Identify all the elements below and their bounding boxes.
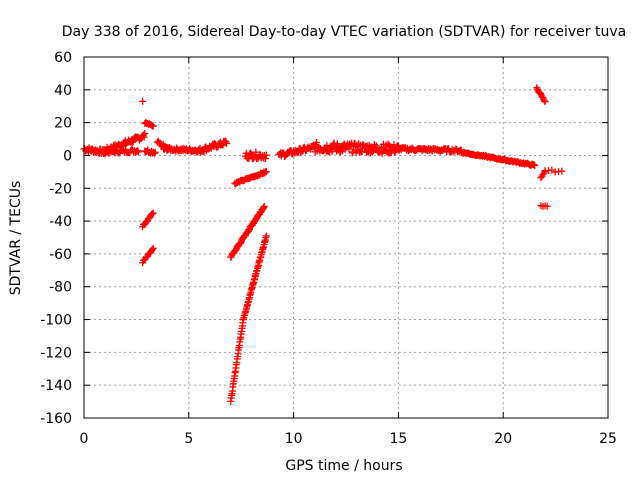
data-point bbox=[262, 168, 270, 176]
axis-ticks bbox=[83, 56, 609, 419]
data-point bbox=[223, 139, 231, 147]
data-point bbox=[244, 154, 252, 162]
x-tick-label: 0 bbox=[80, 431, 89, 447]
data-point bbox=[541, 98, 549, 106]
chart-title: Day 338 of 2016, Sidereal Day-to-day VTE… bbox=[62, 24, 626, 40]
grid bbox=[84, 57, 608, 418]
y-tick-label: 20 bbox=[54, 116, 72, 132]
y-tick-label: -20 bbox=[49, 181, 72, 197]
data-point bbox=[530, 161, 538, 169]
data-point bbox=[261, 169, 269, 177]
y-tick-label: -100 bbox=[40, 313, 72, 329]
data-point bbox=[149, 244, 157, 252]
data-point bbox=[148, 210, 156, 218]
x-tick-labels: 0 5 10 15 20 25 bbox=[80, 431, 617, 447]
data-points bbox=[80, 84, 566, 405]
data-point bbox=[313, 138, 321, 146]
data-point bbox=[148, 246, 156, 254]
y-tick-label: -120 bbox=[40, 345, 72, 361]
data-point bbox=[543, 202, 551, 210]
data-point bbox=[150, 149, 158, 157]
data-point bbox=[149, 122, 157, 130]
y-tick-label: -40 bbox=[49, 214, 72, 230]
data-point bbox=[149, 209, 157, 217]
y-tick-label: 40 bbox=[54, 83, 72, 99]
data-point bbox=[247, 149, 255, 157]
y-tick-label: -80 bbox=[49, 280, 72, 296]
data-point bbox=[141, 130, 149, 138]
x-axis-label: GPS time / hours bbox=[285, 458, 402, 474]
data-point bbox=[134, 148, 142, 156]
plot-frame bbox=[83, 56, 609, 419]
x-tick-label: 15 bbox=[389, 431, 407, 447]
data-point bbox=[134, 147, 142, 155]
y-tick-label: -140 bbox=[40, 378, 72, 394]
data-point bbox=[558, 167, 566, 175]
data-point bbox=[129, 138, 137, 146]
data-point bbox=[261, 155, 269, 163]
x-tick-label: 10 bbox=[285, 431, 303, 447]
y-tick-label: 60 bbox=[54, 50, 72, 66]
data-point bbox=[384, 140, 392, 148]
data-point bbox=[262, 151, 270, 159]
y-tick-label: 0 bbox=[63, 148, 72, 164]
data-point bbox=[537, 90, 545, 98]
y-tick-labels: -160 -140 -120 -100 -80 -60 -40 -20 0 20 40 60 bbox=[40, 50, 72, 427]
y-tick-label: -60 bbox=[49, 247, 72, 263]
y-tick-label: -160 bbox=[40, 411, 72, 427]
y-axis-label: SDTVAR / TECUs bbox=[8, 181, 24, 296]
data-point bbox=[531, 161, 539, 169]
data-point bbox=[262, 232, 270, 240]
x-tick-label: 5 bbox=[184, 431, 193, 447]
data-point bbox=[260, 202, 268, 210]
data-point bbox=[390, 141, 398, 149]
x-tick-label: 20 bbox=[494, 431, 512, 447]
data-point bbox=[151, 148, 159, 156]
x-tick-label: 25 bbox=[599, 431, 617, 447]
data-point bbox=[139, 97, 147, 105]
data-point bbox=[540, 97, 548, 105]
data-point bbox=[140, 133, 148, 141]
